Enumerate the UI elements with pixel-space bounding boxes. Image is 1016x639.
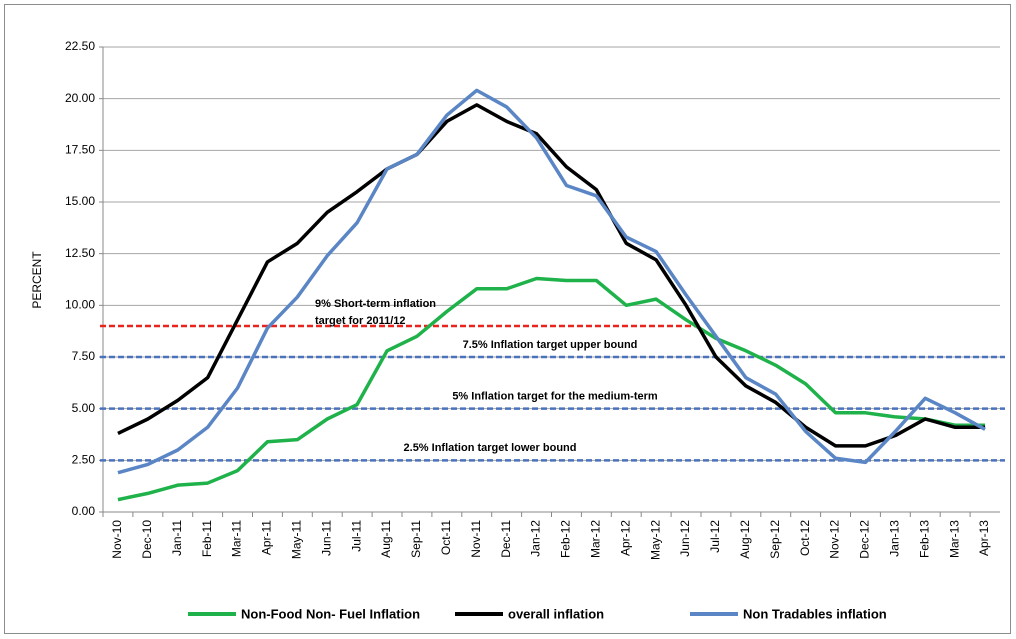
x-tick-label: Jun-11	[319, 520, 333, 556]
y-tick-label: 5.00	[72, 401, 96, 415]
x-tick-label: Apr-11	[260, 520, 274, 555]
reference-label: 9% Short-term inflation	[315, 298, 436, 310]
x-tick-label: Jul-11	[349, 520, 363, 552]
y-tick-label: 22.50	[65, 39, 95, 53]
x-tick-label: Dec-10	[140, 520, 154, 559]
x-tick-label: Mar-12	[589, 520, 603, 558]
x-tick-label: Aug-12	[738, 520, 752, 559]
x-tick-label: Dec-12	[858, 520, 872, 559]
x-tick-label: May-12	[648, 520, 662, 560]
reference-label: 7.5% Inflation target upper bound	[463, 339, 638, 351]
x-tick-label: Mar-13	[947, 520, 961, 558]
x-tick-label: Dec-11	[499, 520, 513, 558]
y-tick-label: 15.00	[65, 194, 95, 208]
x-tick-label: Mar-11	[230, 520, 244, 557]
x-tick-label: Jan-13	[888, 520, 902, 557]
legend-label: overall inflation	[508, 606, 604, 621]
legend-label: Non Tradables inflation	[743, 606, 887, 621]
reference-label: 2.5% Inflation target lower bound	[404, 442, 577, 454]
y-tick-label: 0.00	[72, 504, 96, 518]
y-tick-label: 17.50	[65, 143, 95, 157]
x-tick-label: Apr-13	[977, 520, 991, 556]
x-tick-label: Nov-11	[469, 520, 483, 558]
x-tick-label: Oct-11	[439, 520, 453, 555]
x-tick-label: Nov-12	[828, 520, 842, 559]
x-tick-label: Sep-11	[409, 520, 423, 558]
x-tick-label: Feb-13	[917, 520, 931, 558]
x-tick-label: Sep-12	[768, 520, 782, 559]
y-tick-label: 20.00	[65, 91, 95, 105]
x-tick-label: Nov-10	[110, 520, 124, 559]
series-line	[117, 88, 986, 475]
x-tick-label: Oct-12	[798, 520, 812, 556]
x-tick-label: May-11	[290, 520, 304, 559]
y-tick-label: 12.50	[65, 246, 95, 260]
y-tick-label: 10.00	[65, 298, 95, 312]
legend-label: Non-Food Non- Fuel Inflation	[241, 606, 420, 621]
series-line	[117, 276, 986, 502]
y-tick-label: 2.50	[72, 453, 96, 467]
x-tick-label: Feb-11	[200, 520, 214, 557]
x-tick-label: Jun-12	[678, 520, 692, 557]
reference-label: target for 2011/12	[315, 315, 406, 327]
x-tick-label: Apr-12	[618, 520, 632, 556]
reference-label: 5% Inflation target for the medium-term	[452, 391, 658, 403]
x-tick-label: Jul-12	[708, 520, 722, 553]
x-tick-label: Aug-11	[379, 520, 393, 558]
x-tick-label: Feb-12	[559, 520, 573, 558]
y-axis-label: PERCENT	[30, 251, 44, 309]
y-tick-label: 7.50	[72, 349, 96, 363]
x-tick-label: Jan-12	[529, 520, 543, 557]
series-line	[117, 103, 986, 448]
x-tick-label: Jan-11	[170, 520, 184, 556]
